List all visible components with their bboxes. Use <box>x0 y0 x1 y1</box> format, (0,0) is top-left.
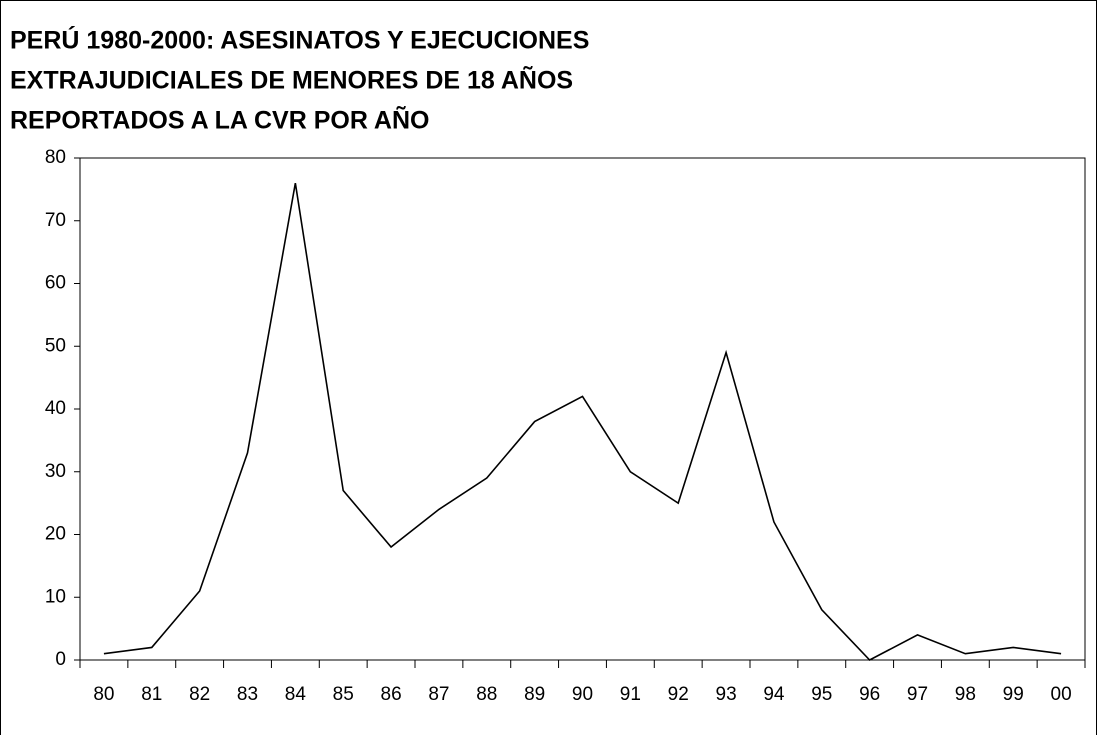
x-tick-label: 88 <box>476 684 497 705</box>
x-tick-label: 93 <box>716 684 737 705</box>
y-tick-label: 20 <box>45 524 66 545</box>
y-tick-label: 0 <box>55 649 66 670</box>
y-tick-label: 80 <box>45 147 66 168</box>
x-tick-label: 98 <box>955 684 976 705</box>
x-tick-label: 90 <box>572 684 593 705</box>
x-tick-label: 94 <box>763 684 785 705</box>
x-tick-label: 84 <box>285 684 307 705</box>
data-line <box>103 182 1062 661</box>
x-tick-label: 99 <box>1003 684 1024 705</box>
x-tick-label: 97 <box>907 684 928 705</box>
y-tick-label: 10 <box>45 586 66 607</box>
x-tick-label: 89 <box>524 684 545 705</box>
y-tick-label: 30 <box>45 461 66 482</box>
x-tick-label: 83 <box>237 684 258 705</box>
y-tick-label: 70 <box>45 210 66 231</box>
x-tick-label: 87 <box>428 684 449 705</box>
x-tick-label: 95 <box>811 684 832 705</box>
x-tick-label: 86 <box>381 684 402 705</box>
x-tick-label: 92 <box>668 684 689 705</box>
y-tick-label: 60 <box>45 273 66 294</box>
x-tick-label: 96 <box>859 684 880 705</box>
y-tick-label: 40 <box>45 398 66 419</box>
x-tick-label: 80 <box>93 684 114 705</box>
plot-frame <box>79 157 1086 661</box>
x-tick-label: 91 <box>620 684 641 705</box>
chart-title: REPORTADOS A LA CVR POR AÑO <box>10 105 429 135</box>
y-tick-label: 50 <box>45 335 66 356</box>
x-tick-label: 82 <box>189 684 210 705</box>
chart-title: EXTRAJUDICIALES DE MENORES DE 18 AÑOS <box>10 65 573 95</box>
x-tick-label: 00 <box>1051 684 1072 705</box>
chart-title: PERÚ 1980-2000: ASESINATOS Y EJECUCIONES <box>10 25 589 55</box>
x-tick-label: 81 <box>141 684 162 705</box>
x-tick-label: 85 <box>333 684 354 705</box>
